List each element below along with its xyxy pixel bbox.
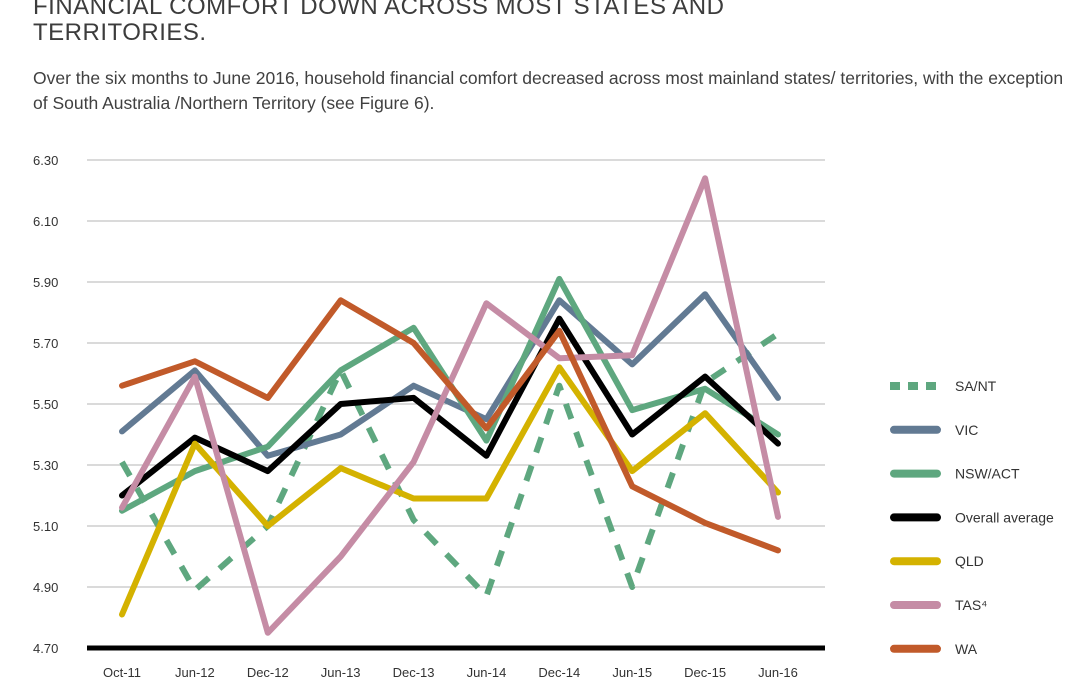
x-tick-label: Dec-12 bbox=[247, 665, 289, 680]
x-tick-label: Jun-12 bbox=[175, 665, 215, 680]
legend-label: SA/NT bbox=[955, 378, 997, 394]
x-tick-label: Dec-13 bbox=[393, 665, 435, 680]
y-tick-label: 5.30 bbox=[33, 458, 58, 473]
x-tick-label: Jun-16 bbox=[758, 665, 798, 680]
series-line bbox=[119, 291, 781, 459]
legend-label: Overall average bbox=[955, 509, 1054, 525]
y-axis-ticks: 6.30 6.10 5.90 5.70 5.50 5.30 5.10 4.90 4.70 bbox=[33, 153, 58, 656]
legend-label: TAS⁴ bbox=[955, 597, 987, 613]
x-tick-label: Oct-11 bbox=[103, 665, 141, 680]
y-tick-label: 5.10 bbox=[33, 519, 58, 534]
y-tick-label: 5.90 bbox=[33, 275, 58, 290]
legend-label: WA bbox=[955, 641, 978, 657]
legend: SA/NT VIC NSW/ACT Overall average QLD TAS⁴ WA bbox=[890, 378, 1054, 657]
y-tick-label: 6.30 bbox=[33, 153, 58, 168]
series-line bbox=[119, 315, 781, 499]
legend-label: VIC bbox=[955, 422, 978, 438]
x-tick-label: Dec-14 bbox=[538, 665, 580, 680]
series-line bbox=[119, 364, 781, 618]
y-tick-label: 6.10 bbox=[33, 214, 58, 229]
y-tick-label: 5.50 bbox=[33, 397, 58, 412]
legend-label: QLD bbox=[955, 553, 984, 569]
x-tick-label: Dec-15 bbox=[684, 665, 726, 680]
x-tick-label: Jun-14 bbox=[467, 665, 507, 680]
x-tick-label: Jun-13 bbox=[321, 665, 361, 680]
y-tick-label: 4.90 bbox=[33, 580, 58, 595]
series-line bbox=[119, 331, 780, 600]
y-tick-label: 5.70 bbox=[33, 336, 58, 351]
legend-label: NSW/ACT bbox=[955, 466, 1020, 482]
chart-title: FINANCIAL COMFORT DOWN ACROSS MOST STATE… bbox=[33, 0, 725, 46]
series-lines bbox=[119, 175, 781, 636]
x-axis-ticks: Oct-11 Jun-12 Dec-12 Jun-13 Dec-13 Jun-14 Dec-… bbox=[103, 665, 798, 680]
x-tick-label: Jun-15 bbox=[612, 665, 652, 680]
y-tick-label: 4.70 bbox=[33, 641, 58, 656]
chart-subtitle: Over the six months to June 2016, househ… bbox=[33, 68, 1064, 113]
series-line bbox=[119, 297, 781, 554]
